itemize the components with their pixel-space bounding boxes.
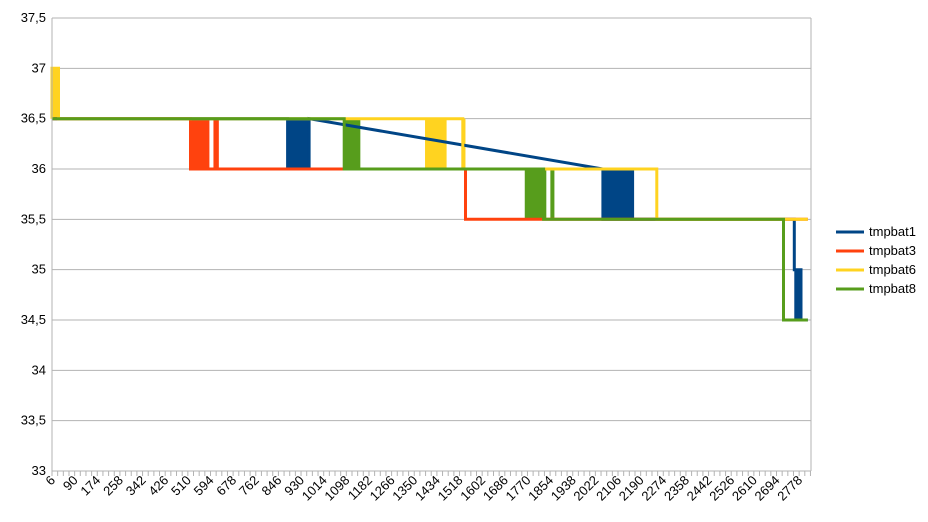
y-tick-label: 34,5 bbox=[21, 312, 46, 327]
y-tick-label: 33,5 bbox=[21, 413, 46, 428]
x-tick-label: 594 bbox=[191, 473, 217, 499]
tmpbat8-band bbox=[344, 118, 361, 169]
x-tick-label: 6 bbox=[42, 473, 58, 489]
tmpbat1-band bbox=[794, 269, 803, 320]
y-tick-label: 36 bbox=[32, 161, 46, 176]
x-tick-label: 846 bbox=[259, 473, 285, 499]
legend-label: tmpbat8 bbox=[869, 281, 916, 296]
y-tick-label: 37 bbox=[32, 60, 46, 75]
legend: tmpbat1 tmpbat3 tmpbat6 tmpbat8 bbox=[836, 224, 916, 296]
tmpbat8-band bbox=[550, 169, 555, 220]
x-tick-label: 510 bbox=[168, 473, 194, 499]
x-tick-label: 678 bbox=[213, 473, 239, 499]
y-tick-labels: 33 33,5 34 34,5 35 35,5 36 36,5 37 37,5 bbox=[21, 10, 46, 478]
y-tick-label: 37,5 bbox=[21, 10, 46, 25]
y-tick-label: 35 bbox=[32, 262, 46, 277]
x-tick-label: 2778 bbox=[774, 473, 805, 504]
x-tick-label: 174 bbox=[77, 473, 103, 499]
x-tick-label: 426 bbox=[145, 473, 171, 499]
x-tick-label: 258 bbox=[100, 473, 126, 499]
x-tick-labels: 6 901742583424265105946787628469301014109… bbox=[42, 473, 805, 504]
y-tick-label: 36,5 bbox=[21, 111, 46, 126]
grid-lines bbox=[52, 17, 811, 472]
series-bands bbox=[52, 68, 803, 320]
y-tick-label: 34 bbox=[32, 362, 46, 377]
y-tick-label: 35,5 bbox=[21, 211, 46, 226]
tmpbat3-band bbox=[213, 118, 219, 169]
tmpbat6-line bbox=[50, 66, 808, 221]
tmpbat8-line bbox=[52, 117, 808, 322]
legend-label: tmpbat6 bbox=[869, 262, 916, 277]
tmpbat3-band bbox=[190, 118, 210, 169]
legend-label: tmpbat3 bbox=[869, 243, 916, 258]
tmpbat1-band bbox=[287, 118, 310, 169]
series-lines bbox=[50, 66, 808, 322]
tmpbat1-band bbox=[602, 169, 633, 220]
legend-label: tmpbat1 bbox=[869, 224, 916, 239]
tmpbat6-band bbox=[425, 118, 447, 169]
x-tick-label: 762 bbox=[236, 473, 262, 499]
tmpbat6-band bbox=[52, 68, 59, 119]
tmpbat8-band bbox=[524, 169, 547, 220]
axes bbox=[51, 18, 812, 476]
y-tick-label: 33 bbox=[32, 463, 46, 478]
x-tick-label: 342 bbox=[123, 473, 149, 499]
x-tick-label: 1182 bbox=[345, 473, 375, 503]
